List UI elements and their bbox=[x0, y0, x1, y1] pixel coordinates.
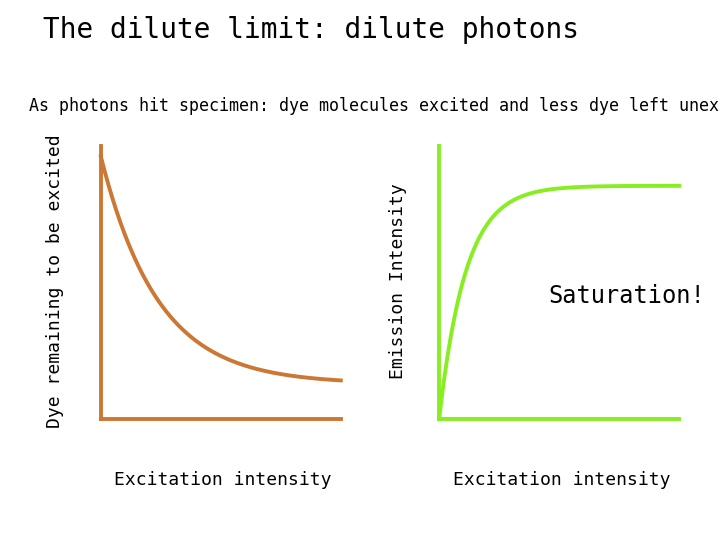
Text: Saturation!: Saturation! bbox=[548, 284, 705, 308]
Text: As photons hit specimen: dye molecules excited and less dye left unexcited: As photons hit specimen: dye molecules e… bbox=[29, 97, 720, 115]
Text: Emission Intensity: Emission Intensity bbox=[390, 183, 408, 379]
Text: Dye remaining to be excited: Dye remaining to be excited bbox=[46, 134, 64, 428]
Text: Excitation intensity: Excitation intensity bbox=[453, 471, 670, 489]
Text: The dilute limit: dilute photons: The dilute limit: dilute photons bbox=[43, 16, 579, 44]
Text: Excitation intensity: Excitation intensity bbox=[114, 471, 332, 489]
